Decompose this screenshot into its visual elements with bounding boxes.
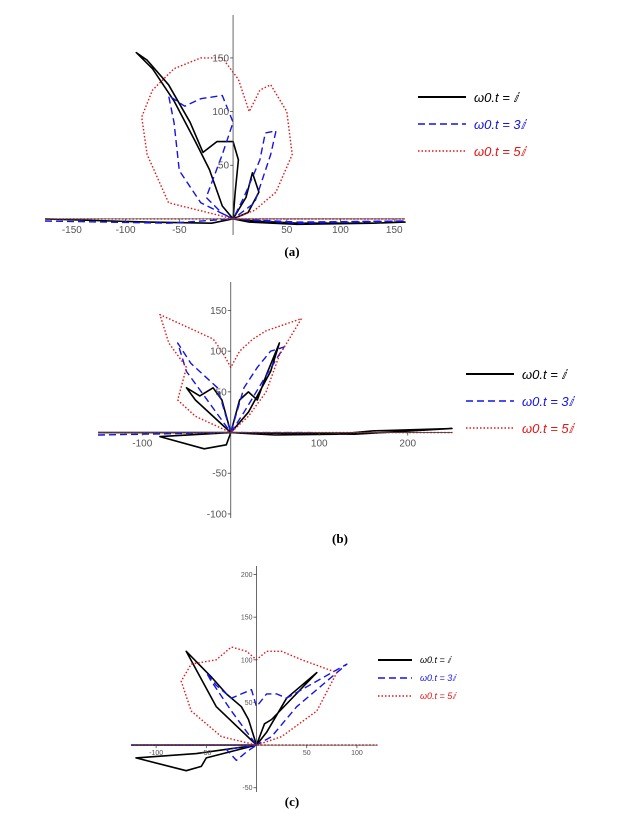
panel-c-label: (c) (285, 794, 299, 809)
panel-a-legend: ω0.t = ⅈ ω0.t = 3ⅈ ω0.t = 5ⅈ (418, 90, 528, 159)
panel-c-series-3 (131, 646, 378, 746)
panel-a-legend-label-3: ω0.t = 5ⅈ (474, 144, 528, 159)
panel-a-series-1 (45, 51, 406, 226)
panel-c-legend-label-2: ω0.t = 3ⅈ (420, 673, 457, 683)
panel-b-legend-label-2: ω0.t = 3ⅈ (522, 394, 576, 409)
panel-b-y-tick-label: 50 (216, 387, 228, 398)
panel-c-legend: ω0.t = ⅈ ω0.t = 3ⅈ ω0.t = 5ⅈ (378, 655, 457, 701)
panel-a-y-tick-label: 100 (212, 107, 229, 118)
panel-a-plot (45, 51, 406, 226)
panel-c-y-tick-label: 200 (241, 572, 253, 579)
panel-b-x-tick-label: 100 (311, 439, 328, 450)
panel-a-y-tick-label: 150 (212, 53, 229, 64)
panel-a-x-tick-label: 50 (281, 225, 293, 236)
panel-c-legend-label-3: ω0.t = 5ⅈ (420, 691, 457, 701)
panel-b-x-tick-label: 200 (399, 439, 416, 450)
panel-a-x-tick-label: 150 (386, 225, 403, 236)
panel-c-x-tick-label: -50 (201, 750, 211, 757)
panel-a-series-2 (45, 94, 406, 224)
panel-b-y-tick-label: 150 (210, 306, 227, 317)
panel-c-y-tick-label: -50 (242, 785, 252, 792)
panel-b-plot (97, 313, 453, 450)
panel-a-y-tick-label: 50 (218, 161, 230, 172)
panel-a-series-3 (45, 57, 406, 220)
panel-b-y-tick-label: -100 (207, 509, 227, 520)
panel-c-y-tick-label: 50 (245, 700, 253, 707)
panel-c-axes: -100 -50 50 100 200 150 100 50 -50 (131, 566, 377, 792)
panel-b-series-1 (98, 342, 453, 450)
panel-a-x-tick-label: -100 (116, 225, 136, 236)
panel-a-legend-label-2: ω0.t = 3ⅈ (474, 117, 528, 132)
panel-b-y-tick-label: -50 (212, 469, 227, 480)
panel-c-x-tick-label: 50 (303, 750, 311, 757)
panel-b-series-3 (98, 313, 453, 434)
panel-a-x-tick-label: -50 (172, 225, 187, 236)
panel-a-x-tick-label: 100 (332, 225, 349, 236)
panel-c-series-1 (131, 650, 318, 772)
panel-a-x-tick-label: -150 (62, 225, 82, 236)
panel-c-plot (131, 646, 378, 772)
panel-c-x-tick-label: 100 (351, 750, 363, 757)
panel-b-axes: -100 100 200 150 100 50 -50 -100 (98, 282, 452, 520)
panel-c-legend-label-1: ω0.t = ⅈ (420, 655, 452, 665)
panel-b-x-tick-label: -100 (132, 439, 152, 450)
panel-b-series-2 (97, 342, 312, 436)
panel-c-x-tick-label: -100 (149, 750, 163, 757)
panel-b-legend: ω0.t = ⅈ ω0.t = 3ⅈ ω0.t = 5ⅈ (466, 367, 576, 436)
panel-a-legend-label-1: ω0.t = ⅈ (474, 90, 520, 105)
panel-c-series-2 (131, 663, 348, 762)
panel-a-axes: -150 -100 -50 50 100 150 50 100 150 (45, 15, 405, 236)
panel-c-y-tick-label: 150 (241, 615, 253, 622)
panel-b-y-tick-label: 100 (210, 347, 227, 358)
panel-a-label: (a) (284, 244, 299, 259)
panel-c-y-tick-label: 100 (241, 657, 253, 664)
panel-b-label: (b) (332, 531, 348, 546)
panel-b-legend-label-3: ω0.t = 5ⅈ (522, 421, 576, 436)
panel-b-legend-label-1: ω0.t = ⅈ (522, 367, 568, 382)
